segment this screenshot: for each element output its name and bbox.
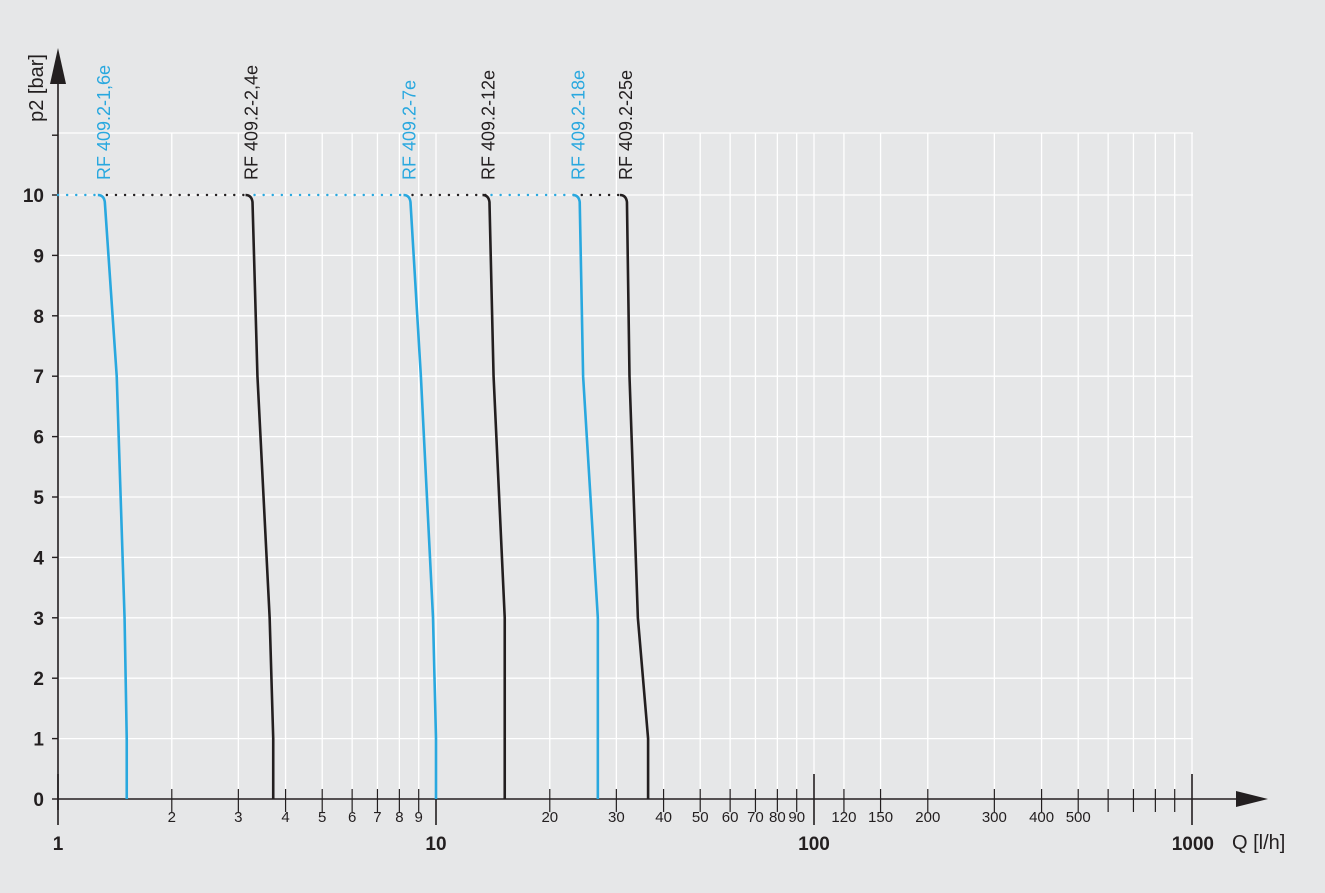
x-tick-label: 3: [234, 809, 242, 826]
x-tick-label: 5: [318, 809, 326, 826]
series-line: [619, 193, 650, 799]
x-tick-label: 70: [747, 809, 764, 826]
x-major-tick-label: 10: [425, 834, 446, 855]
x-tick-label: 20: [541, 809, 558, 826]
x-tick-label: 300: [982, 809, 1007, 826]
series: [56, 193, 650, 799]
y-axis-arrowhead: [50, 48, 66, 84]
series-line: [403, 193, 438, 799]
x-axis-arrowhead: [1236, 791, 1268, 807]
y-tick-label: 1: [33, 730, 44, 751]
y-tick-label: 0: [33, 790, 44, 811]
x-tick-label: 8: [395, 809, 403, 826]
x-tick-label: 6: [348, 809, 356, 826]
x-tick-label: 90: [788, 809, 805, 826]
x-tick-label: 30: [608, 809, 625, 826]
x-tick-label: 80: [769, 809, 786, 826]
grid: [58, 132, 1193, 799]
x-tick-label: 400: [1029, 809, 1054, 826]
x-major-tick-label: 1000: [1172, 834, 1214, 855]
y-tick-label: 2: [33, 669, 44, 690]
series-label: RF 409.2-12e: [478, 70, 498, 180]
x-tick-label: 40: [655, 809, 672, 826]
y-tick-label: 8: [33, 307, 44, 328]
series-label: RF 409.2-18e: [569, 70, 589, 180]
y-axis-title: p2 [bar]: [26, 54, 48, 122]
series-line: [482, 193, 507, 799]
x-tick-label: 120: [831, 809, 856, 826]
x-tick-label: 7: [373, 809, 381, 826]
y-tick-label: 10: [23, 186, 44, 207]
x-axis-title: Q [l/h]: [1232, 832, 1285, 854]
x-tick-label: 500: [1066, 809, 1091, 826]
x-tick-label: 50: [692, 809, 709, 826]
x-tick-label: 60: [722, 809, 739, 826]
y-tick-label: 6: [33, 428, 44, 449]
series-line: [572, 193, 600, 799]
x-tick-label: 200: [915, 809, 940, 826]
x-major-tick-label: 100: [798, 834, 830, 855]
y-tick-label: 7: [33, 367, 44, 388]
series-label: RF 409.2-25e: [616, 70, 636, 180]
y-tick-label: 9: [33, 246, 44, 267]
y-tick-label: 3: [33, 609, 44, 630]
x-tick-label: 150: [868, 809, 893, 826]
y-tick-label: 5: [33, 488, 44, 509]
x-tick-label: 2: [168, 809, 176, 826]
x-tick-label: 9: [415, 809, 423, 826]
series-label: RF 409.2-1,6e: [94, 65, 114, 180]
x-major-tick-label: 1: [53, 834, 64, 855]
series-label: RF 409.2-7e: [399, 80, 419, 180]
y-tick-label: 4: [33, 548, 44, 569]
series-line: [97, 193, 129, 799]
x-tick-label: 4: [281, 809, 289, 826]
series-line: [245, 193, 275, 799]
series-label: RF 409.2-2,4e: [241, 65, 261, 180]
axes: [50, 48, 1268, 825]
